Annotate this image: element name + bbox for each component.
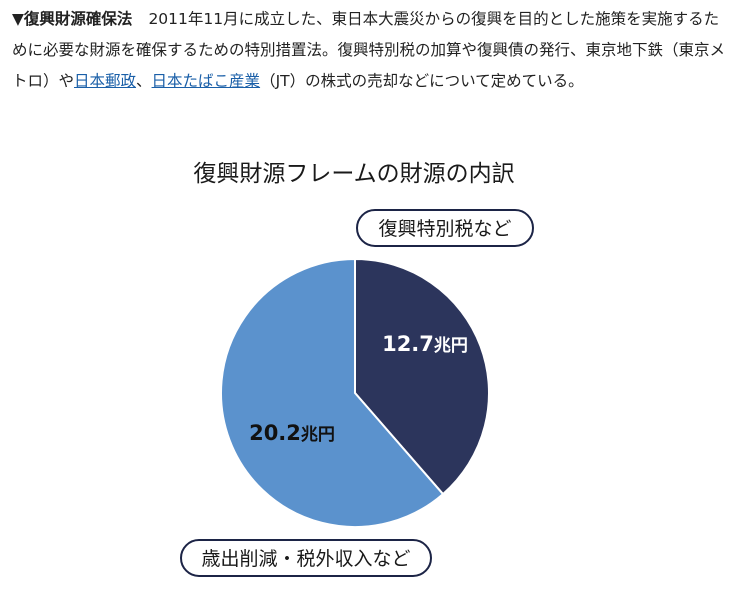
pie-slice-spending (220, 257, 445, 528)
article-text-part1: 2011年11月に成立した、東日本大震災からの復興を目的とした施策を実施するため… (12, 10, 726, 90)
pie-chart-container: 復興財源フレームの財源の内訳 12.7兆円 復興特別税など 20.2兆円歳出削減・税… (0, 140, 737, 599)
link-japan-post[interactable]: 日本郵政 (74, 72, 137, 90)
link-japan-tobacco[interactable]: 日本たばこ産業 (151, 72, 261, 90)
svg-text:歳出削減・税外収入など: 歳出削減・税外収入など (201, 548, 410, 570)
slice-value-label-spending: 20.2兆円 (249, 421, 335, 445)
category-label-tax: 復興特別税など (356, 209, 534, 247)
pie-chart: 復興財源フレームの財源の内訳 12.7兆円 復興特別税など 20.2兆円歳出削減・税… (180, 161, 534, 577)
term-heading: ▼復興財源確保法 (12, 10, 132, 28)
chart-title: 復興財源フレームの財源の内訳 (193, 161, 514, 187)
term-title: 復興財源確保法 (23, 10, 133, 28)
article-text-part2: （JT）の株式の売却などについて定めている。 (260, 72, 584, 90)
article-paragraph: ▼復興財源確保法 2011年11月に成立した、東日本大震災からの復興を目的とした施… (12, 4, 727, 97)
pie-slice-tax (354, 257, 490, 496)
triangle-marker-icon: ▼ (12, 10, 24, 28)
article-separator: 、 (136, 72, 152, 90)
category-label-spending: 歳出削減・税外収入など (180, 539, 432, 577)
svg-text:復興特別税など: 復興特別税など (378, 218, 511, 240)
slice-value-label-tax: 12.7兆円 (382, 332, 468, 356)
